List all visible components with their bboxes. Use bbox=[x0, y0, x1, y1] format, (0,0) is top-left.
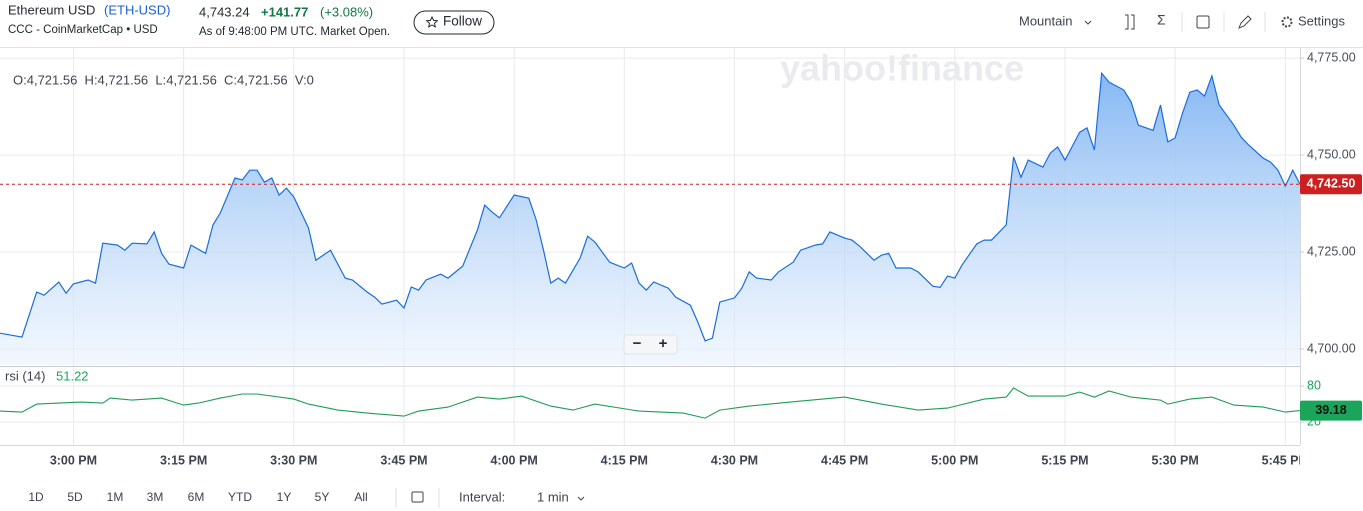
x-tick-label: 4:15 PM bbox=[601, 453, 648, 467]
ohlc-legend: O:4,721.56 H:4,721.56 L:4,721.56 C:4,721… bbox=[13, 72, 314, 87]
zoom-in[interactable]: + bbox=[659, 335, 668, 352]
x-tick-label: 4:45 PM bbox=[821, 453, 868, 467]
price-change: +141.77 bbox=[261, 4, 308, 19]
current-value-box bbox=[1300, 174, 1362, 195]
x-tick-label: 3:30 PM bbox=[270, 453, 317, 467]
follow-border[interactable] bbox=[413, 10, 495, 35]
line bbox=[0, 387, 1300, 419]
price: 4,743.24 bbox=[199, 4, 250, 19]
zoom-box[interactable] bbox=[623, 334, 678, 355]
compare-icon[interactable] bbox=[1125, 14, 1135, 30]
asset-name: Ethereum USD bbox=[8, 2, 95, 17]
range-button[interactable]: 5D bbox=[67, 490, 83, 504]
asset-symbol[interactable]: (ETH-USD) bbox=[104, 2, 170, 17]
header: Ethereum USD (ETH-USD) CCC - CoinMarketC… bbox=[0, 2, 1363, 48]
range-button[interactable]: 1M bbox=[107, 490, 124, 504]
plot: 3:00 PM 3:15 PM 3:30 PM 3:45 PM 4:00 PM 4:15 … bbox=[0, 48, 1309, 467]
calendar-icon[interactable] bbox=[1196, 15, 1210, 29]
x-tick-label: 3:15 PM bbox=[160, 453, 207, 467]
y-tick-label: 4,725.00 bbox=[1307, 244, 1356, 258]
chevron[interactable] bbox=[1084, 20, 1092, 25]
settings[interactable]: Settings bbox=[1298, 13, 1345, 28]
price-change-pct: (+3.08%) bbox=[320, 4, 373, 19]
current-value-box bbox=[1300, 400, 1362, 421]
x-tick-label: 5:30 PM bbox=[1152, 453, 1199, 467]
calendar-icon[interactable] bbox=[411, 491, 424, 503]
x-tick-label: 4:00 PM bbox=[490, 453, 537, 467]
gear-icon[interactable] bbox=[1281, 16, 1293, 28]
rsi-value: 51.22 bbox=[56, 368, 89, 383]
range-button[interactable]: 1D bbox=[28, 490, 44, 504]
range-button[interactable]: 5Y bbox=[315, 490, 330, 504]
follow-button[interactable]: Follow bbox=[413, 10, 495, 35]
x-tick-label: 4:30 PM bbox=[711, 453, 758, 467]
range-button[interactable]: All bbox=[354, 490, 367, 504]
current-value-label: 39.18 bbox=[1315, 403, 1346, 417]
chart-style[interactable]: Mountain bbox=[1019, 13, 1072, 28]
draw-icon[interactable] bbox=[1238, 15, 1252, 29]
chevron[interactable] bbox=[577, 496, 585, 501]
interval-label: Interval: bbox=[459, 489, 505, 504]
star-icon[interactable] bbox=[425, 15, 439, 28]
zoom-control[interactable]: − + bbox=[623, 334, 678, 355]
x-tick-label: 3:45 PM bbox=[380, 453, 427, 467]
range-button[interactable]: 6M bbox=[188, 490, 205, 504]
current-value-label: 4,742.50 bbox=[1307, 176, 1356, 190]
zoom-out[interactable]: − bbox=[633, 335, 642, 352]
x-tick-label: 3:00 PM bbox=[50, 453, 97, 467]
range-button[interactable]: 1Y bbox=[277, 490, 292, 504]
x-tick-label: 5:45 PM bbox=[1262, 453, 1309, 467]
y-tick-label: 4,700.00 bbox=[1307, 341, 1356, 355]
watermark: yahoo!finance bbox=[780, 48, 1024, 89]
range-button[interactable]: YTD bbox=[228, 490, 252, 504]
interval-value[interactable]: 1 min bbox=[537, 489, 569, 504]
asset-source: CCC - CoinMarketCap • USD bbox=[8, 24, 158, 36]
as-of: As of 9:48:00 PM UTC. Market Open. bbox=[199, 26, 390, 38]
x-tick-label: 5:00 PM bbox=[931, 453, 978, 467]
toolbar: Interval: 1 min 1D 5D 1M 3M 6M YTD 1Y 5Y All bbox=[28, 488, 585, 508]
y-tick-label: 80 bbox=[1307, 378, 1321, 392]
area bbox=[0, 73, 1300, 365]
y-tick-label: 4,775.00 bbox=[1307, 50, 1356, 64]
indicator-icon[interactable]: Σ bbox=[1157, 12, 1166, 28]
rsi-name: rsi (14) bbox=[5, 368, 45, 383]
line bbox=[0, 71, 1300, 342]
range-button[interactable]: 3M bbox=[147, 490, 164, 504]
follow-label[interactable]: Follow bbox=[443, 14, 482, 29]
y-tick-label: 4,750.00 bbox=[1307, 147, 1356, 161]
x-tick-label: 5:15 PM bbox=[1041, 453, 1088, 467]
